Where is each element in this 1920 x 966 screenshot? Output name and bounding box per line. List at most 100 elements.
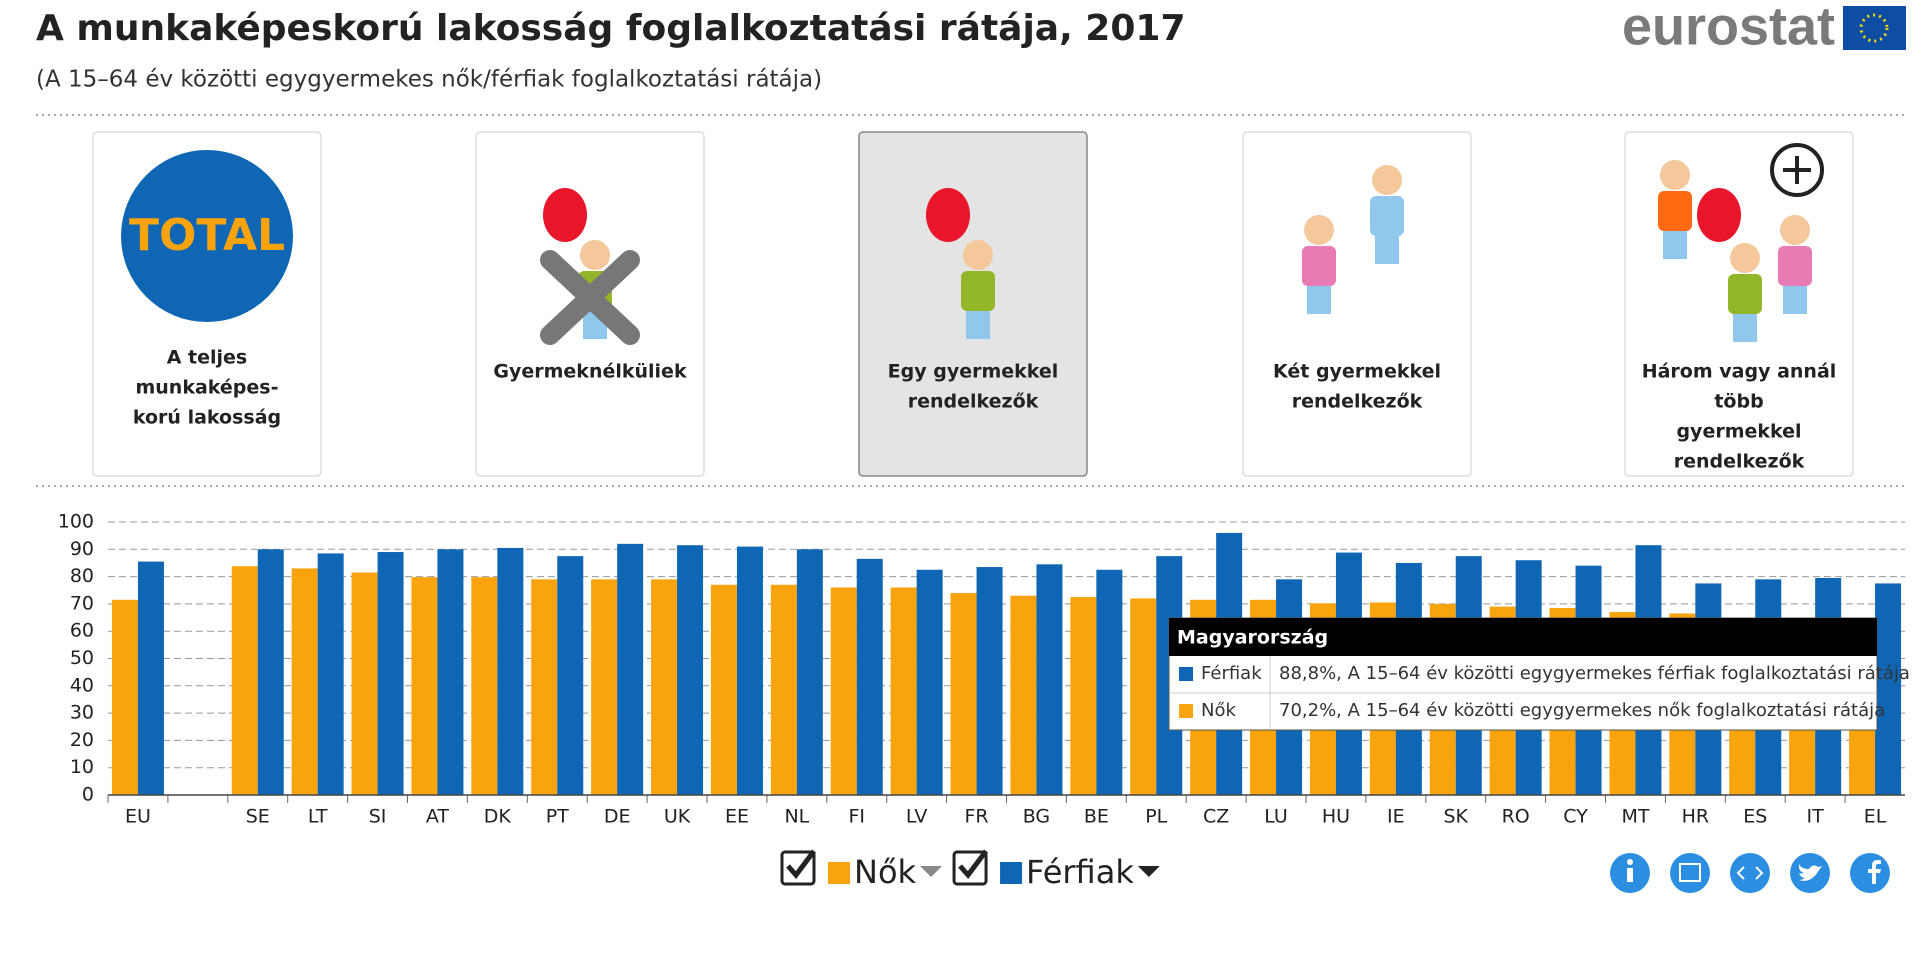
y-tick-label: 80 (70, 565, 94, 587)
x-tick-label: SI (369, 806, 387, 828)
bar (916, 569, 943, 795)
x-tick-label: CZ (1203, 806, 1229, 828)
bar (950, 592, 977, 795)
bar (1875, 583, 1902, 795)
balloon (926, 188, 970, 242)
bar (317, 553, 344, 795)
tooltip-text: 88,8%, A 15–64 év közötti egygyermekes f… (1279, 663, 1910, 684)
figure-legs (1733, 314, 1757, 342)
share-icons (1610, 853, 1890, 893)
checkmark (958, 849, 989, 879)
y-tick-label: 0 (82, 784, 94, 806)
badge-text: TOTAL (129, 210, 285, 261)
x-tick-label: DK (484, 806, 512, 828)
bar (377, 552, 404, 795)
legend-label[interactable]: Nők (854, 853, 917, 891)
bar (617, 543, 644, 795)
x-tick-label: ES (1743, 806, 1767, 828)
checkmark (786, 849, 816, 879)
bar (1096, 569, 1123, 795)
x-tick-label: SE (246, 806, 270, 828)
card-label: A teljes (167, 347, 248, 369)
card-label: Gyermeknélküliek (493, 361, 687, 383)
figure-head (1660, 160, 1690, 190)
tooltip-title: Magyarország (1177, 627, 1328, 649)
y-tick-label: 30 (70, 702, 94, 724)
figure-legs (1783, 286, 1807, 314)
x-tick-label: PT (546, 806, 569, 828)
card-label: több (1714, 391, 1763, 413)
x-tick-label: LT (308, 806, 328, 828)
bar (591, 579, 618, 795)
legend-dropdown[interactable] (1137, 866, 1160, 877)
bar (531, 579, 558, 795)
title: A munkaképeskorú lakosság foglalkoztatás… (36, 8, 1186, 49)
card-label: Három vagy annál (1642, 361, 1837, 383)
tooltip-series: Férfiak (1201, 663, 1262, 684)
eu-flag (1843, 6, 1906, 50)
balloon (1697, 188, 1741, 242)
plus-sign (1783, 156, 1811, 184)
y-tick-label: 90 (70, 538, 94, 560)
y-tick-label: 60 (70, 620, 94, 642)
bar (231, 566, 258, 795)
x-tick-label: EL (1864, 806, 1887, 828)
figure-head (963, 240, 993, 270)
card-label: munkaképes- (135, 377, 278, 399)
x-tick-label: SK (1443, 806, 1468, 828)
bar (770, 584, 797, 795)
card[interactable] (1242, 131, 1472, 477)
legend-swatch (1000, 862, 1023, 884)
card-label: gyermekkel (1676, 421, 1801, 443)
bar (1010, 595, 1037, 795)
bar (677, 545, 704, 795)
bar (557, 556, 584, 795)
bar (497, 547, 524, 795)
x-tick-label: UK (664, 806, 691, 828)
legend-label[interactable]: Férfiak (1026, 853, 1134, 891)
bar (351, 572, 378, 795)
x-tick-label: FR (964, 806, 988, 828)
x-tick-label: BE (1084, 806, 1109, 828)
x-tick-label: LU (1264, 806, 1288, 828)
x-tick-label: LV (906, 806, 928, 828)
figure-body (1658, 191, 1692, 231)
figure-head (580, 240, 610, 270)
x-tick-label: DE (604, 806, 631, 828)
x-tick-label: CY (1563, 806, 1588, 828)
bar (1036, 564, 1063, 795)
x-tick-label: RO (1502, 806, 1530, 828)
figure-head (1780, 215, 1810, 245)
card-label: Egy gyermekkel (888, 361, 1059, 383)
card-label: rendelkezők (1292, 391, 1423, 413)
figure-legs (1375, 236, 1399, 264)
bar (291, 568, 318, 795)
tooltip-swatch (1179, 667, 1193, 681)
y-tick-label: 40 (70, 674, 94, 696)
x-tick-label: BG (1023, 806, 1050, 828)
y-tick-label: 100 (58, 511, 94, 533)
x-tick-label: EU (125, 806, 151, 828)
x-tick-label: HR (1682, 806, 1710, 828)
x-tick-label: AT (426, 806, 450, 828)
x-tick-label: PL (1145, 806, 1167, 828)
bar (257, 549, 284, 795)
bar (830, 587, 857, 795)
card-label: korú lakosság (133, 407, 281, 429)
bar (111, 599, 138, 795)
bar (1070, 597, 1097, 795)
x-tick-label: NL (784, 806, 809, 828)
card-label: rendelkezők (908, 391, 1039, 413)
bar (710, 584, 737, 795)
figure-legs (1307, 286, 1331, 314)
table-button[interactable] (1670, 853, 1710, 893)
bar (1130, 598, 1157, 795)
total-badge (121, 150, 293, 322)
y-tick-label: 10 (70, 756, 94, 778)
figure-head (1304, 215, 1334, 245)
legend-dropdown[interactable] (920, 866, 943, 877)
card-label: rendelkezők (1674, 451, 1805, 473)
embed-button[interactable] (1730, 853, 1770, 893)
bar (736, 546, 763, 795)
card-label: Két gyermekkel (1273, 361, 1441, 383)
